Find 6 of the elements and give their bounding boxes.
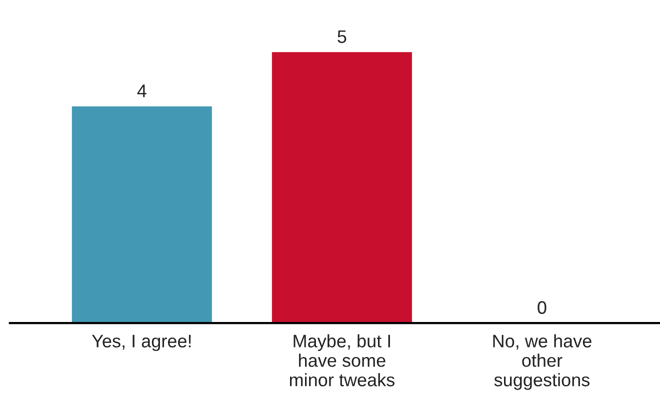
- data-label: 5: [338, 30, 346, 44]
- x-tick-label: Yes, I agree!: [92, 334, 191, 352]
- data-label: 0: [538, 301, 546, 314]
- x-tick-label: No, we have other suggestions: [493, 334, 592, 390]
- data-label: 4: [137, 84, 146, 98]
- x-tick-label: Maybe, but I have some minor tweaks: [290, 334, 394, 386]
